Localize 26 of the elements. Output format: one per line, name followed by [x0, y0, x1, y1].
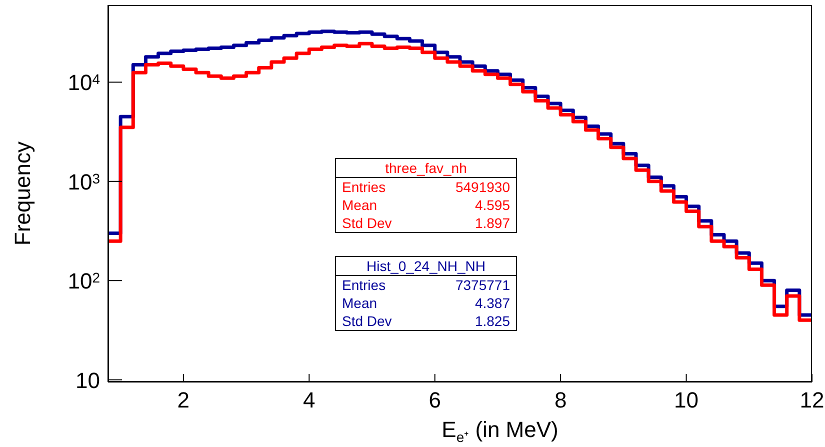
annotation: Entries — [342, 276, 386, 294]
annotation: 1.897 — [474, 214, 510, 232]
y-tick-label: 10 — [76, 368, 100, 393]
x-tick-label: 8 — [554, 388, 567, 413]
annotation: Std Dev — [342, 214, 392, 232]
annotation: 5491930 — [455, 178, 510, 196]
annotation: 7375771 — [455, 276, 510, 294]
x-tick-label: 6 — [428, 388, 441, 413]
x-tick-label: 10 — [674, 388, 699, 413]
x-tick-label: 2 — [177, 388, 190, 413]
annotation: 4.387 — [474, 294, 510, 312]
x-axis-title: E$_{e⁺}$ (in MeV) — [442, 417, 558, 445]
x-tick-label: 12 — [800, 388, 824, 413]
annotation: Mean — [342, 294, 378, 312]
y-tick-label: 10$^{3}$ — [68, 169, 100, 194]
y-tick-label: 10$^{4}$ — [68, 70, 100, 96]
y-tick-label: 10$^{2}$ — [68, 268, 100, 294]
y-axis-title: Frequency — [10, 142, 35, 246]
text: three_fav_nh — [336, 159, 516, 178]
annotation: 4.595 — [474, 196, 510, 214]
annotation: Mean — [342, 196, 378, 214]
annotation: Std Dev — [342, 312, 392, 330]
text: Hist_0_24_NH_NH — [336, 257, 516, 276]
annotation: Entries — [342, 178, 386, 196]
x-tick-label: 4 — [303, 388, 316, 413]
annotation: 1.825 — [474, 312, 510, 330]
